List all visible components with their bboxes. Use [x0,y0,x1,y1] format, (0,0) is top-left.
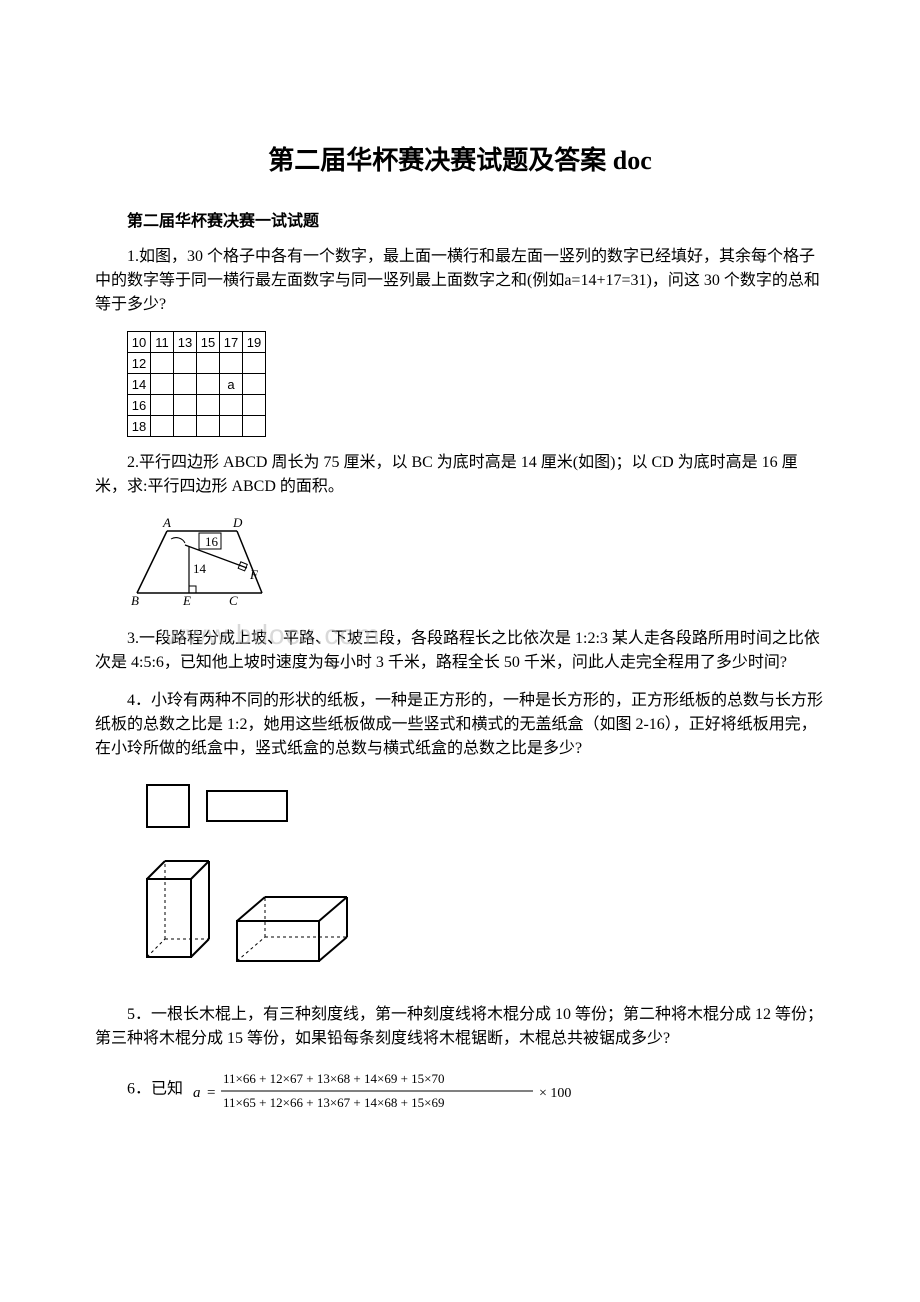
q2-figure: A D B C E F 14 16 [127,513,825,613]
q6-formula: a = 11×66 + 12×67 + 13×68 + 14×69 + 15×7… [193,1065,593,1115]
grid-cell: 11 [151,332,174,353]
grid-cell [197,374,220,395]
q4-figure-boxes [127,849,825,989]
grid-cell [151,416,174,437]
label-F: F [249,567,259,582]
grid-cell: 10 [128,332,151,353]
grid-cell [220,395,243,416]
grid-cell [174,353,197,374]
grid-cell [197,416,220,437]
height-16: 16 [205,534,219,549]
grid-cell [243,374,266,395]
grid-cell: a [220,374,243,395]
grid-cell [151,353,174,374]
label-B: B [131,593,139,608]
q1-text: 1.如图，30 个格子中各有一个数字，最上面一横行和最左面一竖列的数字已经填好，… [95,245,825,317]
svg-text:11×66 + 12×67 + 13×68 + 14×69: 11×66 + 12×67 + 13×68 + 14×69 + 15×70 [223,1071,445,1086]
grid-cell: 18 [128,416,151,437]
svg-text:11×65 + 12×66 + 13×67 + 14×68: 11×65 + 12×66 + 13×67 + 14×68 + 15×69 [223,1095,445,1110]
grid-cell [243,416,266,437]
subtitle: 第二届华杯赛决赛一试试题 [95,207,825,231]
grid-cell: 14 [128,374,151,395]
svg-text:a: a [193,1085,201,1101]
q5-text: 5．一根长木棍上，有三种刻度线，第一种刻度线将木棍分成 10 等份；第二种将木棍… [95,1003,825,1051]
page-title: 第二届华杯赛决赛试题及答案 doc [95,140,825,177]
grid-cell [243,395,266,416]
height-14: 14 [193,561,207,576]
grid-cell: 15 [197,332,220,353]
grid-cell [151,374,174,395]
grid-cell [174,416,197,437]
q1-figure: 101113151719 1214 a 1618 [127,331,825,437]
grid-cell: 12 [128,353,151,374]
svg-text:× 100: × 100 [539,1086,571,1101]
svg-text:=: = [207,1085,215,1101]
label-C: C [229,593,238,608]
label-D: D [232,515,243,530]
grid-cell [220,416,243,437]
label-E: E [182,593,191,608]
grid-cell [197,353,220,374]
grid-cell: 17 [220,332,243,353]
q2-text: 2.平行四边形 ABCD 周长为 75 厘米，以 BC 为底时高是 14 厘米(… [95,451,825,499]
q6-prefix: 6．已知 [127,1081,183,1098]
q4-text: 4．小玲有两种不同的形状的纸板，一种是正方形的，一种是长方形的，正方形纸板的总数… [95,689,825,761]
q6-text: 6．已知 a = 11×66 + 12×67 + 13×68 + 14×69 +… [95,1065,825,1115]
grid-cell [151,395,174,416]
grid-cell [197,395,220,416]
grid-cell [243,353,266,374]
grid-cell [174,395,197,416]
q4-figure-flat [127,775,825,835]
label-A: A [162,515,171,530]
grid-cell [174,374,197,395]
grid-cell: 13 [174,332,197,353]
grid-cell: 16 [128,395,151,416]
grid-cell [220,353,243,374]
grid-cell: 19 [243,332,266,353]
